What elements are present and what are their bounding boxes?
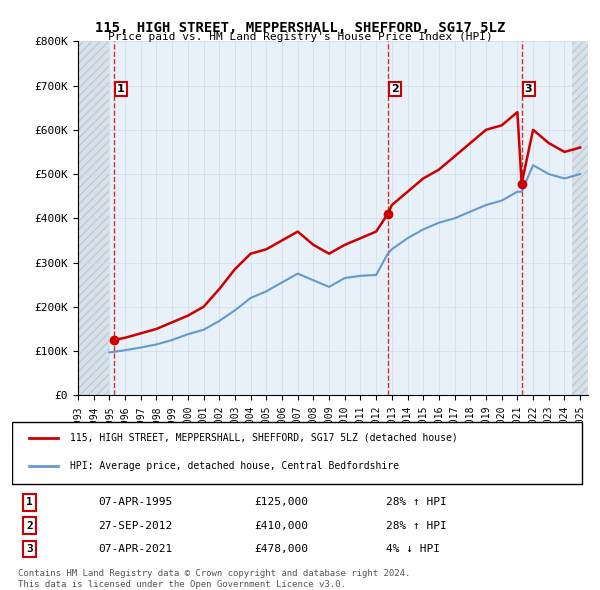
Text: Contains HM Land Registry data © Crown copyright and database right 2024.
This d: Contains HM Land Registry data © Crown c… — [18, 569, 410, 589]
Text: 2: 2 — [391, 84, 398, 94]
Text: 3: 3 — [525, 84, 532, 94]
Text: £125,000: £125,000 — [254, 497, 308, 507]
Text: 115, HIGH STREET, MEPPERSHALL, SHEFFORD, SG17 5LZ (detached house): 115, HIGH STREET, MEPPERSHALL, SHEFFORD,… — [70, 433, 457, 443]
FancyBboxPatch shape — [12, 422, 582, 484]
Text: £410,000: £410,000 — [254, 521, 308, 530]
Text: 115, HIGH STREET, MEPPERSHALL, SHEFFORD, SG17 5LZ: 115, HIGH STREET, MEPPERSHALL, SHEFFORD,… — [95, 21, 505, 35]
Text: £478,000: £478,000 — [254, 544, 308, 554]
Text: Price paid vs. HM Land Registry's House Price Index (HPI): Price paid vs. HM Land Registry's House … — [107, 32, 493, 42]
Text: 27-SEP-2012: 27-SEP-2012 — [98, 521, 173, 530]
Text: 4% ↓ HPI: 4% ↓ HPI — [386, 544, 440, 554]
Text: 07-APR-1995: 07-APR-1995 — [98, 497, 173, 507]
Bar — [572, 41, 588, 395]
Text: 2: 2 — [26, 521, 32, 530]
Text: HPI: Average price, detached house, Central Bedfordshire: HPI: Average price, detached house, Cent… — [70, 461, 398, 471]
Text: 3: 3 — [26, 544, 32, 554]
Text: 1: 1 — [117, 84, 125, 94]
Text: 07-APR-2021: 07-APR-2021 — [98, 544, 173, 554]
Bar — [78, 41, 109, 395]
Text: 28% ↑ HPI: 28% ↑ HPI — [386, 497, 447, 507]
Text: 1: 1 — [26, 497, 32, 507]
Text: 28% ↑ HPI: 28% ↑ HPI — [386, 521, 447, 530]
